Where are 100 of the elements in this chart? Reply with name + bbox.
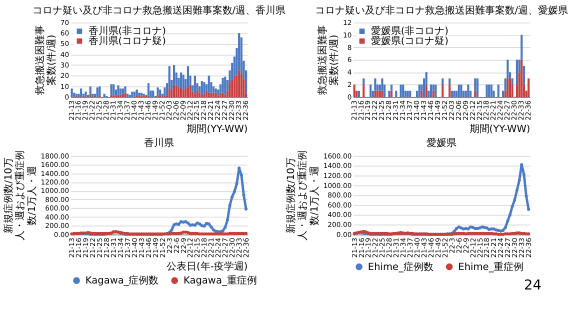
- bar: [516, 60, 518, 85]
- y-axis-title: 新規症例数/10万人・週および重症例数/1万人・週: [2, 150, 38, 241]
- bar: [194, 76, 196, 94]
- chart-title: 愛媛県: [426, 137, 456, 150]
- bar: [117, 85, 120, 95]
- bar: [200, 81, 203, 95]
- bar: [124, 86, 126, 93]
- bar: [522, 66, 525, 85]
- bar: [117, 94, 120, 98]
- bar: [395, 90, 398, 98]
- bar: [224, 76, 226, 95]
- bar: [432, 90, 434, 98]
- bar: [186, 66, 190, 88]
- bar: [92, 94, 94, 98]
- bar: [402, 84, 404, 98]
- text: 24: [524, 277, 542, 294]
- bar: [228, 82, 231, 98]
- bar: [159, 90, 162, 96]
- bar: [122, 88, 124, 94]
- bar: [164, 87, 166, 96]
- bar: [506, 78, 509, 98]
- bar: [208, 92, 210, 98]
- bar: [136, 90, 138, 96]
- bar: [520, 34, 523, 60]
- bar: [233, 76, 236, 98]
- bar: [156, 87, 159, 95]
- bar: [84, 92, 87, 98]
- chart-title: コロナ疑い及び非コロナ救急搬送困難事案数/週、香川県: [32, 4, 286, 17]
- bar: [189, 84, 192, 98]
- bar: [467, 84, 470, 98]
- bar: [70, 88, 73, 98]
- bar: [528, 78, 530, 98]
- bar: [506, 60, 509, 78]
- bar: [180, 72, 182, 88]
- bar: [378, 90, 381, 98]
- bar: [362, 78, 365, 85]
- bar: [442, 78, 444, 85]
- bar: [511, 78, 514, 85]
- bar: [374, 90, 376, 98]
- bar: [98, 86, 101, 96]
- bar: [110, 84, 112, 95]
- bar: [184, 88, 187, 98]
- y-axis-title: 救急搬送困難事案数(件/週): [316, 25, 340, 96]
- bar: [430, 84, 432, 98]
- bar: [353, 84, 356, 98]
- bar: [381, 90, 384, 98]
- bar: [208, 76, 210, 93]
- bar: [212, 86, 215, 93]
- bar: [203, 82, 206, 94]
- bar: [210, 92, 212, 98]
- bar: [138, 92, 140, 96]
- bar: [156, 94, 159, 98]
- bar: [182, 74, 184, 90]
- bar: [458, 84, 460, 98]
- bar: [508, 78, 512, 98]
- bar: [460, 84, 462, 98]
- bar: [120, 88, 122, 95]
- bar: [140, 92, 143, 96]
- legend-label: Kagawa_重症例: [183, 274, 257, 287]
- bar: [206, 90, 208, 98]
- bar: [238, 70, 240, 98]
- bar: [476, 78, 479, 98]
- bar: [124, 92, 126, 98]
- bar: [203, 94, 206, 98]
- bar: [497, 84, 500, 98]
- chart-title: 香川県: [144, 137, 174, 150]
- bar: [453, 90, 456, 98]
- bar: [442, 84, 444, 98]
- bar: [418, 84, 420, 98]
- bar: [133, 92, 136, 98]
- bar: [474, 90, 476, 98]
- legend-label: 愛媛県(コロナ疑): [370, 35, 448, 48]
- bar: [448, 78, 451, 85]
- x-axis-title: 期間(YY-WW): [469, 123, 530, 136]
- bar: [80, 88, 82, 98]
- bar: [131, 92, 134, 98]
- x-axis-title: 公表日(年-疫学週): [166, 260, 248, 273]
- bar: [504, 78, 506, 91]
- bar: [219, 92, 222, 98]
- bar: [390, 84, 393, 91]
- bar: [425, 84, 428, 98]
- bar: [222, 78, 224, 93]
- legend-label: 香川県(コロナ疑): [88, 35, 166, 48]
- chart-title: コロナ疑い及び非コロナ救急搬送困難事案数/週、愛媛県: [314, 4, 568, 17]
- bar: [490, 84, 492, 98]
- bar: [376, 90, 379, 98]
- bar: [374, 78, 376, 91]
- bar: [409, 90, 412, 98]
- bar: [488, 84, 490, 98]
- bar: [182, 90, 184, 98]
- bar: [358, 90, 360, 98]
- bar: [240, 74, 242, 98]
- bar: [448, 84, 451, 98]
- bar: [96, 87, 98, 98]
- bar: [186, 87, 190, 98]
- bar: [362, 84, 365, 98]
- bar: [406, 90, 409, 98]
- bar: [450, 90, 453, 98]
- bar: [112, 84, 115, 96]
- bar: [231, 80, 234, 98]
